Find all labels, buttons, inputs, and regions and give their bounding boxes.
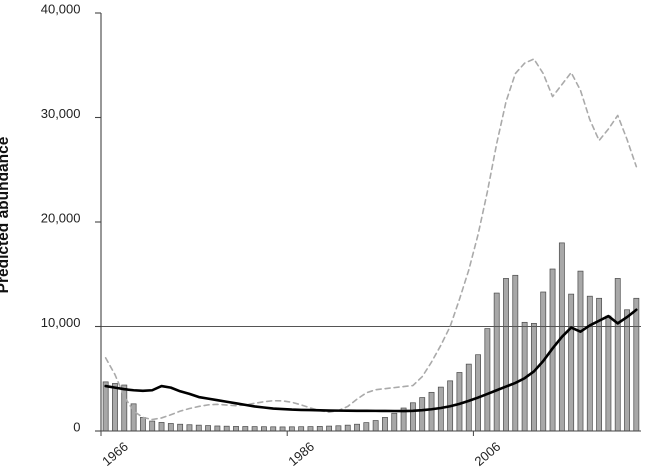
svg-text:10,000: 10,000 bbox=[41, 315, 81, 330]
svg-text:Predicted abundance: Predicted abundance bbox=[0, 136, 12, 293]
svg-text:30,000: 30,000 bbox=[41, 106, 81, 121]
svg-text:40,000: 40,000 bbox=[41, 2, 81, 17]
svg-text:20,000: 20,000 bbox=[41, 211, 81, 226]
svg-text:0: 0 bbox=[73, 420, 80, 435]
